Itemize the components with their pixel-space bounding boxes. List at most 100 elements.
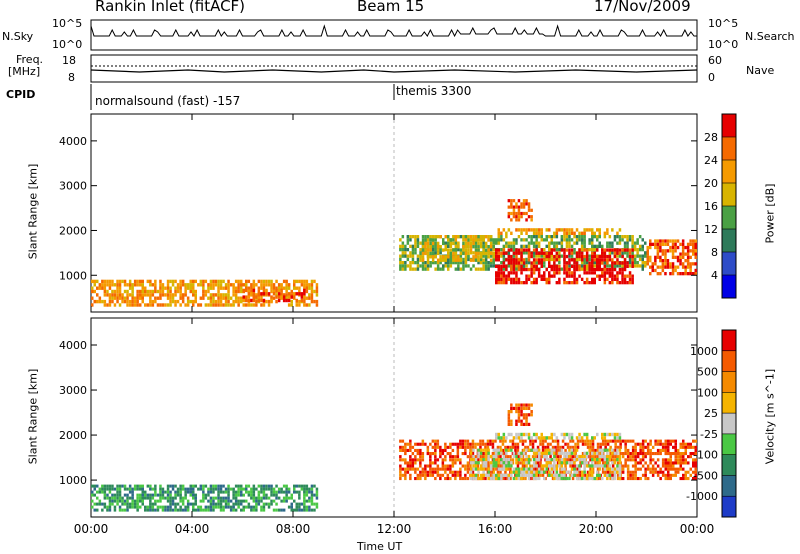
power-cell bbox=[459, 258, 463, 262]
power-cell bbox=[616, 264, 619, 268]
power-cell bbox=[192, 289, 195, 294]
velocity-cell bbox=[586, 470, 590, 474]
power-cell bbox=[686, 252, 690, 256]
velocity-cell bbox=[424, 470, 427, 474]
velocity-cell bbox=[315, 493, 319, 497]
power-cell bbox=[568, 228, 571, 232]
velocity-cell bbox=[280, 490, 283, 494]
velocity-cell bbox=[141, 493, 144, 497]
velocity-cell bbox=[596, 432, 599, 437]
power-cell bbox=[540, 238, 543, 242]
power-cell bbox=[512, 208, 516, 212]
power-cell bbox=[98, 286, 102, 290]
velocity-cell bbox=[593, 464, 596, 468]
power-cell bbox=[611, 228, 614, 232]
velocity-cell bbox=[282, 496, 286, 500]
velocity-cell bbox=[197, 505, 200, 509]
velocity-cell bbox=[535, 436, 538, 440]
velocity-cell bbox=[451, 442, 455, 446]
velocity-cell bbox=[421, 439, 425, 443]
power-cell bbox=[199, 279, 203, 284]
power-cell bbox=[613, 254, 617, 259]
velocity-cell bbox=[214, 502, 218, 506]
velocity-cell bbox=[515, 467, 518, 471]
power-cell bbox=[222, 286, 225, 290]
velocity-cell bbox=[515, 419, 518, 423]
power-cell bbox=[113, 283, 117, 287]
power-cell bbox=[591, 235, 594, 239]
velocity-cell bbox=[451, 458, 455, 462]
power-cell bbox=[426, 261, 430, 265]
power-cell bbox=[315, 283, 319, 287]
velocity-cell bbox=[217, 505, 220, 509]
velocity-cell bbox=[219, 502, 223, 506]
velocity-cell bbox=[181, 496, 185, 500]
power-cell bbox=[553, 274, 556, 278]
power-cell bbox=[207, 289, 210, 294]
velocity-cell bbox=[111, 496, 114, 500]
velocity-cell bbox=[495, 454, 498, 459]
power-cell bbox=[457, 241, 460, 246]
velocity-cell bbox=[229, 487, 233, 491]
power-cell bbox=[139, 283, 142, 287]
power-cell bbox=[631, 254, 634, 259]
power-cell bbox=[583, 244, 586, 248]
power-cell bbox=[530, 218, 533, 222]
power-cell bbox=[555, 281, 559, 285]
velocity-cell bbox=[541, 467, 545, 471]
power-cell bbox=[507, 211, 511, 216]
power-cell bbox=[487, 255, 490, 259]
power-cell bbox=[139, 303, 142, 307]
velocity-cell bbox=[451, 455, 455, 459]
velocity-cell bbox=[626, 467, 630, 471]
velocity-cell bbox=[229, 499, 233, 503]
velocity-cell bbox=[580, 461, 584, 465]
velocity-cell bbox=[93, 502, 96, 506]
n-sky-label: N.Sky bbox=[2, 30, 34, 43]
velocity-cell bbox=[481, 442, 485, 446]
velocity-cell bbox=[91, 499, 94, 503]
velocity-cell bbox=[227, 496, 230, 500]
velocity-cell bbox=[91, 493, 94, 497]
power-cell bbox=[176, 283, 180, 287]
velocity-cell bbox=[411, 445, 415, 449]
velocity-cell bbox=[103, 496, 107, 500]
power-cell bbox=[426, 251, 430, 256]
power-cell bbox=[507, 244, 511, 248]
power-cell bbox=[156, 289, 160, 294]
velocity-cell bbox=[527, 470, 531, 474]
power-cell bbox=[169, 279, 172, 284]
velocity-cell bbox=[146, 484, 150, 488]
power-cell bbox=[646, 245, 649, 250]
velocity-cell bbox=[474, 467, 478, 471]
velocity-cell bbox=[260, 496, 263, 500]
velocity-cell bbox=[495, 476, 498, 481]
velocity-cell bbox=[481, 452, 485, 456]
velocity-cell bbox=[484, 458, 488, 462]
velocity-cell bbox=[515, 432, 518, 437]
velocity-cell bbox=[194, 496, 197, 500]
velocity-cell bbox=[409, 473, 412, 477]
power-cell bbox=[537, 251, 541, 255]
power-cell bbox=[452, 248, 455, 252]
velocity-cell bbox=[113, 493, 117, 497]
power-cell bbox=[424, 267, 427, 271]
velocity-cell bbox=[559, 448, 562, 452]
velocity-cell bbox=[566, 445, 570, 449]
velocity-cell bbox=[217, 484, 220, 488]
power-cell bbox=[484, 241, 488, 246]
power-cell bbox=[532, 228, 536, 232]
power-cell bbox=[285, 286, 288, 290]
velocity-cell bbox=[265, 502, 268, 506]
velocity-cell bbox=[661, 464, 665, 468]
power-cell bbox=[464, 257, 468, 262]
power-cell bbox=[103, 299, 107, 304]
velocity-cell bbox=[529, 442, 532, 446]
velocity-cell bbox=[578, 436, 581, 440]
power-cell bbox=[497, 271, 500, 275]
velocity-cell bbox=[604, 461, 607, 465]
velocity-cell bbox=[207, 505, 210, 509]
power-cell bbox=[411, 257, 415, 262]
power-cell bbox=[176, 289, 180, 294]
power-cell bbox=[118, 293, 122, 297]
